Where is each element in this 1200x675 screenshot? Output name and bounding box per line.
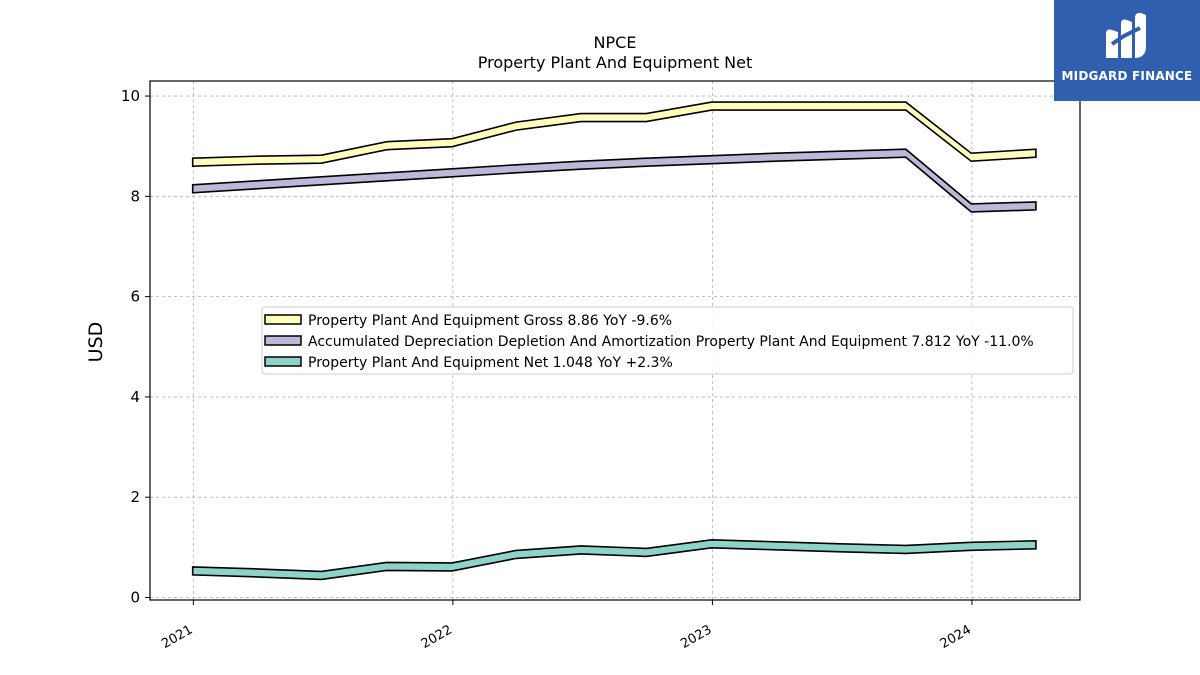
legend-box [261, 306, 1074, 375]
y-tick-label: 0 [130, 588, 140, 606]
y-tick-label: 4 [130, 388, 140, 406]
y-axis-ticks: 0 2 4 6 8 10 [121, 87, 150, 606]
brand-name: MIDGARD FINANCE [1061, 69, 1193, 83]
legend-label-0: Property Plant And Equipment Gross 8.86 … [308, 313, 672, 329]
y-axis-label: USD [85, 322, 107, 363]
logo-mark-icon [1106, 12, 1146, 58]
series-band-0 [191, 101, 1037, 168]
legend: Property Plant And Equipment Gross 8.86 … [261, 306, 1074, 375]
legend-label-2: Property Plant And Equipment Net 1.048 Y… [308, 355, 673, 371]
plot-frame [149, 80, 1081, 601]
y-tick-label: 8 [130, 187, 140, 205]
chart-title: NPCE [594, 33, 637, 52]
legend-swatch-2 [264, 356, 302, 367]
x-tick-label: 2023 [678, 622, 714, 652]
x-tick-label: 2022 [419, 622, 455, 652]
x-tick-label: 2024 [938, 622, 974, 652]
chart-subtitle: Property Plant And Equipment Net [478, 53, 753, 72]
series-bands [191, 101, 1037, 581]
legend-swatch-0 [264, 314, 302, 325]
brand-logo: MIDGARD FINANCE [1054, 0, 1200, 101]
legend-label-1: Accumulated Depreciation Depletion And A… [308, 334, 1034, 350]
y-tick-label: 6 [130, 288, 140, 306]
x-axis-ticks: 2021 2022 2023 2024 [159, 600, 974, 652]
x-tick-label: 2021 [159, 622, 195, 652]
series-band-1 [191, 148, 1037, 213]
y-tick-label: 2 [130, 488, 140, 506]
series-band-2 [191, 538, 1037, 581]
y-tick-label: 10 [121, 87, 140, 105]
legend-swatch-1 [264, 335, 302, 346]
